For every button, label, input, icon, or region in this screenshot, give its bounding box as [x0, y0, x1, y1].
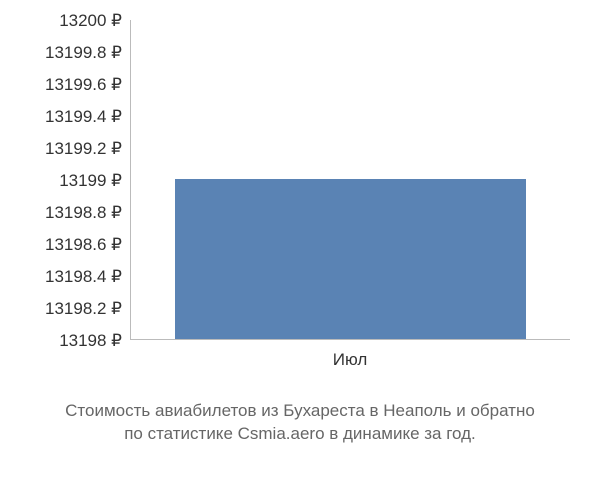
caption-line-2: по статистике Csmia.aero в динамике за г… [124, 424, 476, 443]
price-chart: 13200 ₽13199.8 ₽13199.6 ₽13199.4 ₽13199.… [0, 20, 600, 370]
chart-caption: Стоимость авиабилетов из Бухареста в Неа… [0, 400, 600, 446]
caption-line-1: Стоимость авиабилетов из Бухареста в Неа… [65, 401, 535, 420]
plot-row: 13200 ₽13199.8 ₽13199.6 ₽13199.4 ₽13199.… [0, 20, 600, 340]
plot-area [130, 20, 570, 340]
bar [175, 179, 526, 339]
x-tick-label: Июл [130, 350, 570, 370]
x-axis: Июл [130, 340, 570, 370]
y-axis: 13200 ₽13199.8 ₽13199.6 ₽13199.4 ₽13199.… [0, 20, 130, 340]
